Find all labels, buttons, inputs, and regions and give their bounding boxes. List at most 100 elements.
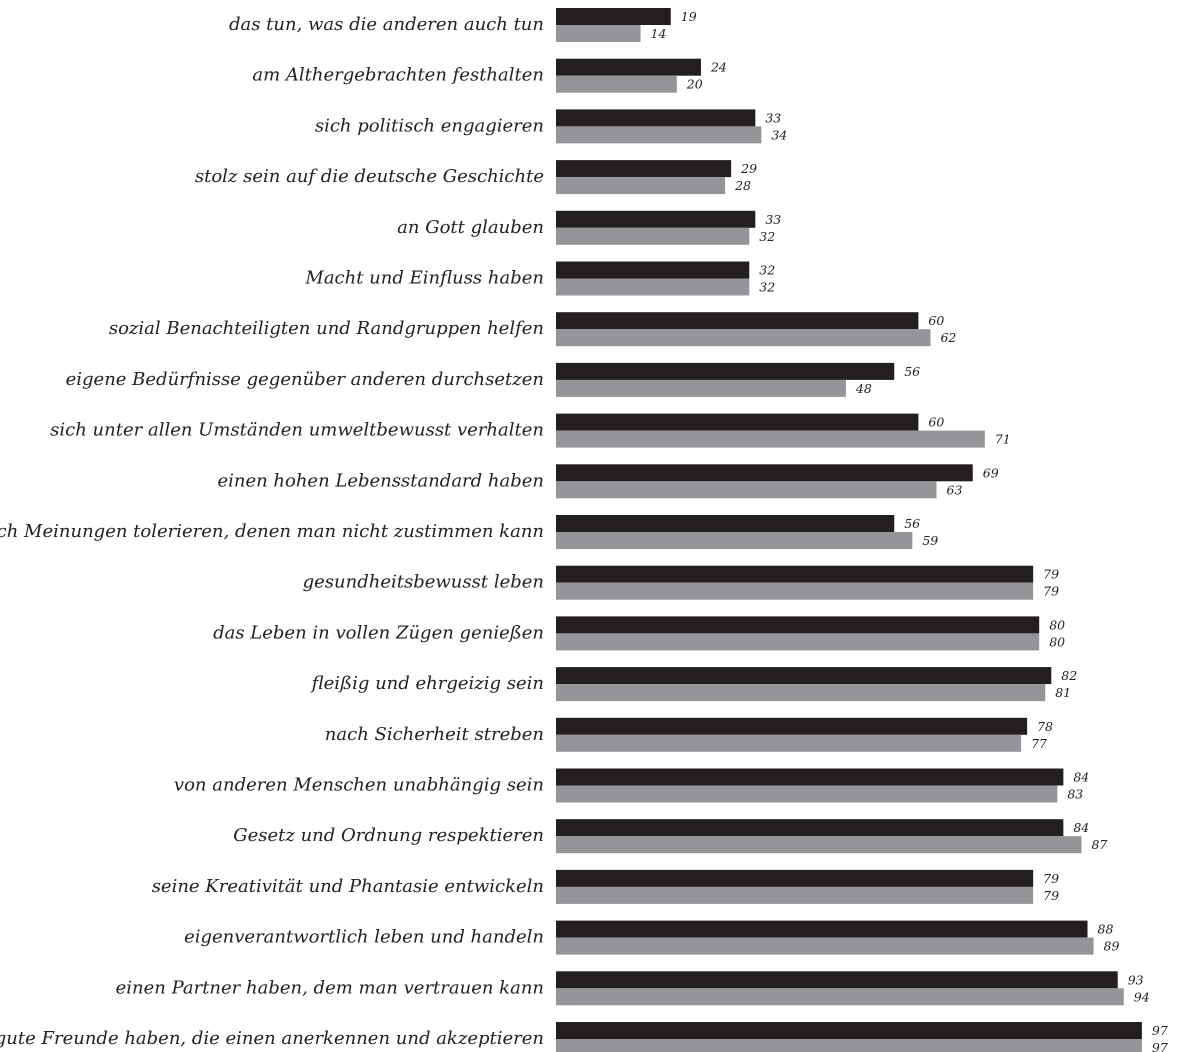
bar-series-2	[556, 836, 1082, 854]
category-label: Gesetz und Ordnung respektieren	[233, 825, 544, 846]
bar-series-1	[556, 819, 1064, 837]
bars	[556, 8, 1142, 1052]
bar-series-2	[556, 278, 750, 296]
value-label: 97	[1152, 1023, 1168, 1038]
value-label: 80	[1049, 617, 1065, 632]
value-label: 33	[765, 110, 781, 125]
value-labels: 19 14 24 20 33 34 29 28 33 32 32 32 60 62 56 48 60 71 69 63…	[651, 9, 1168, 1052]
value-label: 60	[928, 313, 944, 328]
bar-series-1	[556, 515, 895, 532]
category-label: sozial Benachteiligten und Randgruppen h…	[109, 318, 544, 339]
category-label: einen Partner haben, dem man vertrauen k…	[116, 977, 544, 998]
bar-series-1	[556, 312, 919, 330]
value-label: 79	[1043, 871, 1059, 886]
bar-series-2	[556, 633, 1040, 651]
category-label: das tun, was die anderen auch tun	[229, 14, 544, 35]
value-label: 89	[1104, 939, 1120, 954]
category-label: nach Sicherheit streben	[325, 724, 544, 745]
value-label: 33	[765, 212, 781, 227]
bar-series-2	[556, 481, 937, 499]
value-label: 19	[681, 9, 697, 24]
bar-series-2	[556, 379, 846, 397]
category-label: sich unter allen Umständen umweltbewusst…	[50, 420, 544, 441]
bar-series-1	[556, 58, 701, 76]
bar-series-2	[556, 988, 1124, 1006]
category-label: gesundheitsbewusst leben	[303, 572, 544, 593]
category-label: Macht und Einfluss haben	[304, 268, 544, 289]
bar-series-1	[556, 261, 750, 279]
category-label: einen hohen Lebensstandard haben	[217, 470, 544, 491]
bar-series-1	[556, 160, 732, 178]
bar-series-1	[556, 616, 1040, 634]
category-label: auch Meinungen tolerieren, denen man nic…	[0, 521, 544, 542]
value-label: 32	[759, 263, 775, 278]
bar-series-2	[556, 75, 677, 93]
bar-series-1	[556, 920, 1088, 938]
bar-series-2	[556, 734, 1022, 752]
category-label: fleißig und ehrgeizig sein	[310, 673, 544, 694]
value-label: 80	[1049, 634, 1065, 649]
bar-series-1	[556, 464, 973, 482]
bar-series-1	[556, 1022, 1142, 1039]
value-label: 32	[759, 229, 775, 244]
value-label: 83	[1067, 787, 1083, 802]
value-label: 71	[995, 432, 1011, 447]
value-label: 28	[734, 178, 751, 193]
value-label: 79	[1043, 584, 1059, 599]
bar-series-2	[556, 430, 985, 448]
value-label: 14	[651, 26, 667, 41]
value-label: 79	[1043, 888, 1059, 903]
bar-series-1	[556, 717, 1028, 735]
category-label: gute Freunde haben, die einen anerkennen…	[0, 1028, 544, 1049]
value-label: 79	[1043, 567, 1059, 582]
category-label: eigenverantwortlich leben und handeln	[184, 927, 544, 948]
bar-series-2	[556, 785, 1058, 803]
bar-series-2	[556, 886, 1034, 904]
bar-series-2	[556, 25, 641, 42]
value-label: 29	[740, 161, 757, 176]
value-label: 78	[1037, 719, 1053, 734]
bar-series-1	[556, 768, 1064, 786]
category-label: das Leben in vollen Zügen genießen	[213, 622, 544, 643]
bar-series-1	[556, 971, 1118, 989]
value-label: 81	[1055, 685, 1071, 700]
bar-series-1	[556, 667, 1052, 685]
category-labels: das tun, was die anderen auch tun am Alth…	[0, 14, 544, 1049]
value-label: 63	[947, 482, 963, 497]
value-label: 60	[928, 415, 944, 430]
value-label: 34	[771, 127, 787, 142]
category-label: sich politisch engagieren	[315, 115, 544, 136]
value-label: 84	[1073, 820, 1089, 835]
bar-series-1	[556, 210, 756, 228]
bar-series-1	[556, 362, 895, 380]
category-label: am Althergebrachten festhalten	[252, 65, 544, 86]
bar-series-2	[556, 1039, 1142, 1052]
bar-series-2	[556, 126, 762, 144]
value-label: 69	[983, 465, 999, 480]
value-label: 82	[1061, 668, 1077, 683]
bar-series-1	[556, 109, 756, 127]
value-label: 93	[1128, 972, 1144, 987]
category-label: seine Kreativität und Phantasie entwicke…	[152, 876, 544, 897]
value-label: 97	[1152, 1040, 1168, 1052]
value-label: 84	[1073, 770, 1089, 785]
bar-series-1	[556, 869, 1034, 887]
category-label: stolz sein auf die deutsche Geschichte	[195, 166, 544, 187]
value-label: 59	[922, 533, 938, 548]
bar-series-2	[556, 329, 931, 347]
category-label: von anderen Menschen unabhängig sein	[174, 775, 544, 796]
bar-series-2	[556, 177, 726, 195]
value-label: 88	[1098, 922, 1114, 937]
value-label: 87	[1091, 837, 1107, 852]
bar-series-1	[556, 565, 1034, 583]
bar-series-2	[556, 684, 1046, 702]
value-label: 62	[940, 330, 956, 345]
value-label: 24	[710, 60, 727, 75]
value-label: 48	[855, 381, 872, 396]
bar-series-1	[556, 8, 671, 25]
value-label: 94	[1134, 989, 1150, 1004]
category-label: an Gott glauben	[397, 217, 544, 238]
bar-series-1	[556, 413, 919, 431]
value-label: 56	[904, 364, 920, 379]
